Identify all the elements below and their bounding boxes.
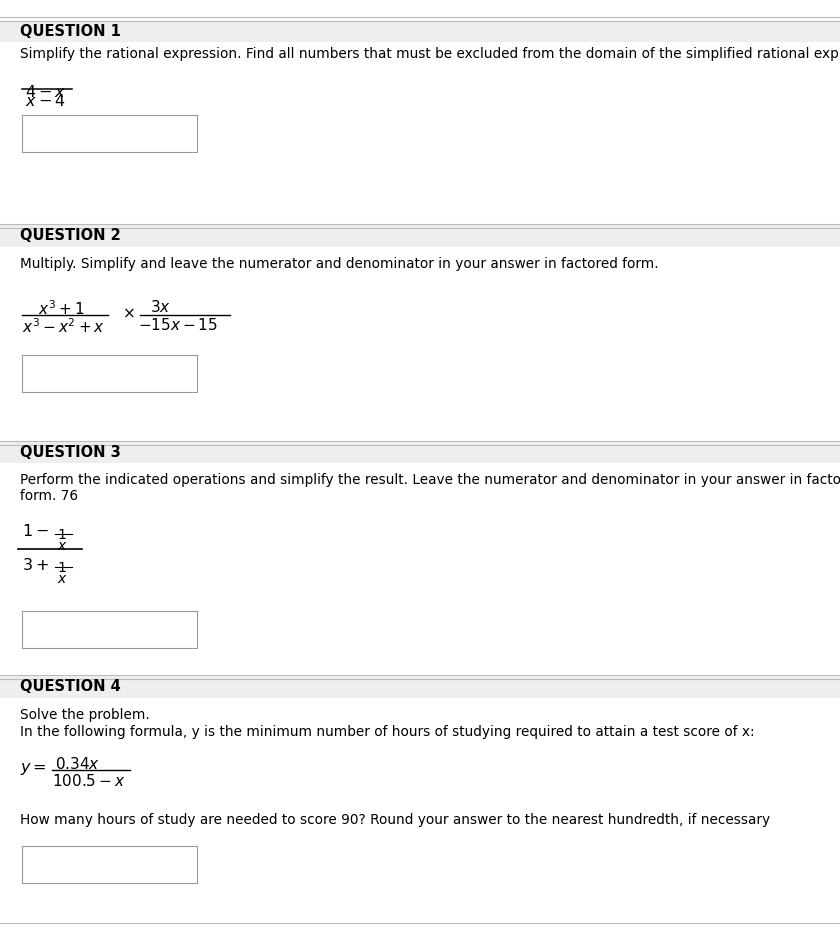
Text: Simplify the rational expression. Find all numbers that must be excluded from th: Simplify the rational expression. Find a…: [20, 47, 840, 61]
Text: QUESTION 2: QUESTION 2: [20, 228, 121, 243]
Text: $3+$: $3+$: [22, 558, 49, 575]
Text: $1$: $1$: [57, 561, 66, 576]
Text: $3x$: $3x$: [150, 299, 171, 315]
Text: In the following formula, y is the minimum number of hours of studying required : In the following formula, y is the minim…: [20, 725, 754, 739]
Text: $x-4$: $x-4$: [25, 93, 66, 110]
Text: Multiply. Simplify and leave the numerator and denominator in your answer in fac: Multiply. Simplify and leave the numerat…: [20, 257, 659, 270]
Text: $1-$: $1-$: [22, 524, 49, 541]
Text: QUESTION 1: QUESTION 1: [20, 24, 121, 39]
FancyBboxPatch shape: [22, 115, 197, 152]
Text: $x$: $x$: [57, 573, 68, 587]
Text: QUESTION 4: QUESTION 4: [20, 679, 121, 694]
Text: $x^3-x^2+x$: $x^3-x^2+x$: [22, 317, 105, 335]
Text: $1$: $1$: [57, 528, 66, 543]
FancyBboxPatch shape: [22, 355, 197, 392]
Text: Perform the indicated operations and simplify the result. Leave the numerator an: Perform the indicated operations and sim…: [20, 474, 840, 487]
Bar: [0, 675, 840, 698]
Bar: [0, 441, 840, 463]
Text: $-15x-15$: $-15x-15$: [138, 317, 218, 333]
Text: How many hours of study are needed to score 90? Round your answer to the nearest: How many hours of study are needed to sc…: [20, 813, 770, 827]
Text: $\times$: $\times$: [122, 307, 134, 321]
Text: $x^3+1$: $x^3+1$: [38, 299, 84, 317]
Text: Solve the problem.: Solve the problem.: [20, 708, 150, 722]
Text: $100.5-x$: $100.5-x$: [52, 773, 125, 789]
Text: form. 76: form. 76: [20, 490, 78, 503]
Text: $x$: $x$: [57, 540, 68, 554]
Bar: [0, 21, 840, 42]
Text: $0.34x$: $0.34x$: [55, 756, 100, 772]
Bar: [0, 224, 840, 247]
Text: $4-x$: $4-x$: [25, 84, 66, 101]
Text: $y=$: $y=$: [20, 760, 47, 777]
Text: QUESTION 3: QUESTION 3: [20, 445, 121, 460]
FancyBboxPatch shape: [22, 611, 197, 648]
FancyBboxPatch shape: [22, 846, 197, 883]
